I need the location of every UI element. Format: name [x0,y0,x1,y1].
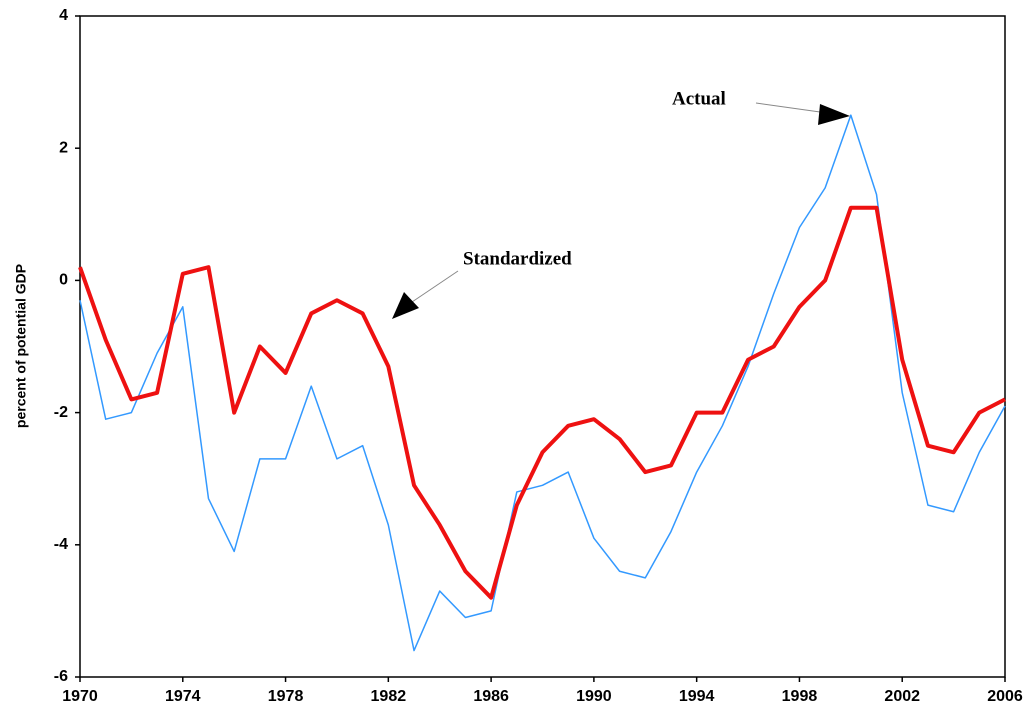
series-line [79,114,1006,652]
y-tick-label: 2 [59,139,68,156]
plot-area: -6 -4 -2 0 2 4 1970 1974 1978 1982 1986 1990 1994 199… [54,7,1023,705]
y-tick-label: 4 [59,7,68,24]
y-tick-label: -4 [54,536,68,553]
x-tick-label: 1998 [782,688,818,705]
y-axis-label: percent of potential GDP [13,264,29,428]
annotation: Actual [672,88,726,109]
annotation-arrow [755,102,821,113]
annotation: Standardized [463,248,572,269]
y-tick-label: -2 [54,404,68,421]
x-tick-label: 1978 [268,688,304,705]
plot-frame [79,15,1006,678]
annotation-arrowhead [392,292,419,319]
x-tick-label: 2006 [987,688,1023,705]
x-tick-label: 2002 [884,688,920,705]
x-tick-label: 1982 [371,688,407,705]
x-tick-label: 1970 [62,688,98,705]
annotation-arrowhead [818,104,850,125]
x-tick-label: 1974 [165,688,201,705]
annotation-arrow [411,270,459,303]
y-tick-label: -6 [54,668,68,685]
x-tick-label: 1986 [473,688,509,705]
x-tick-label: 1994 [679,688,715,705]
x-tick-label: 1990 [576,688,612,705]
series-line [78,205,1006,600]
y-tick-label: 0 [59,272,68,289]
